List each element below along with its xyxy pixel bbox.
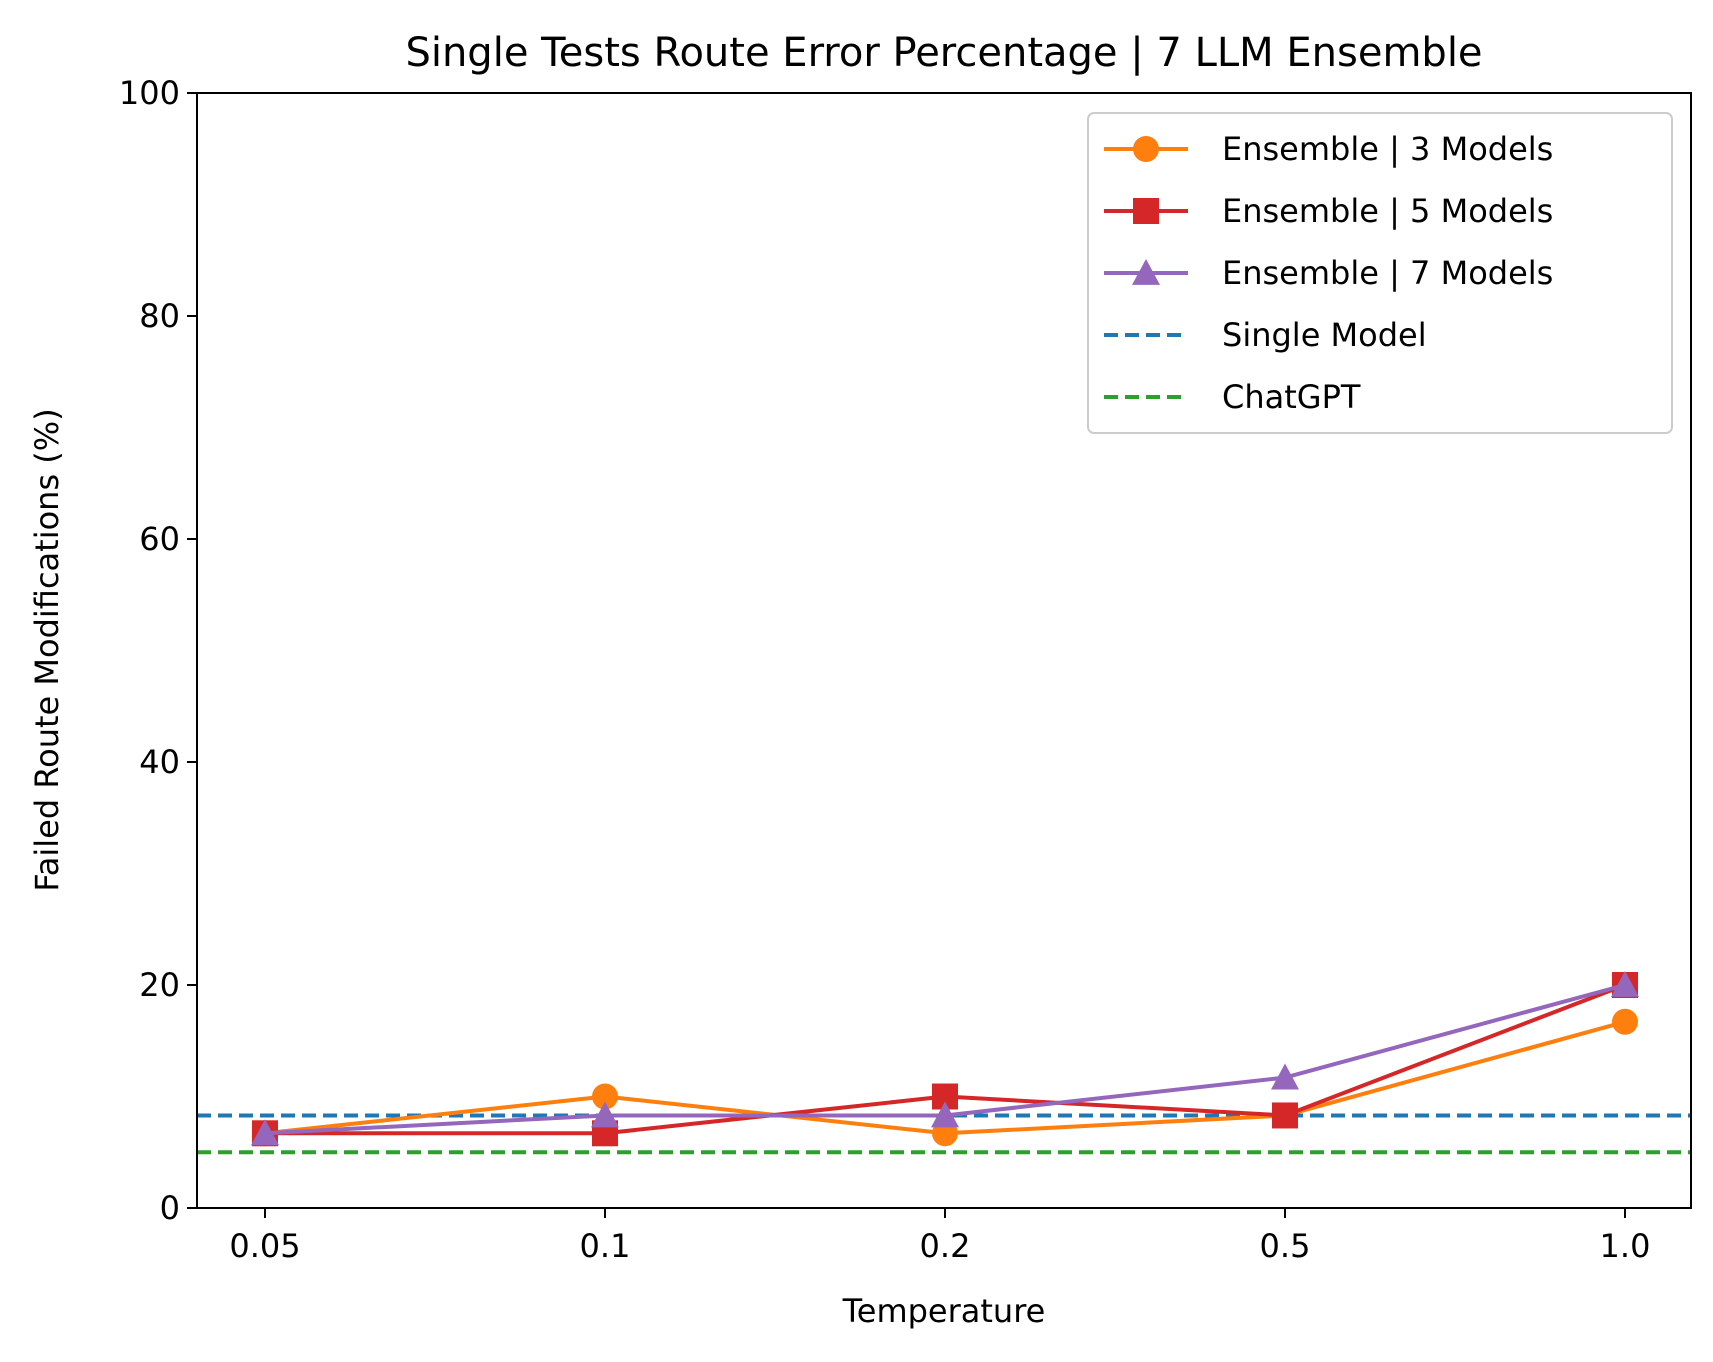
series-1-point-2 — [592, 1083, 618, 1110]
legend-swatch-marker — [1133, 136, 1159, 162]
chart-title: Single Tests Route Error Percentage | 7 … — [405, 30, 1482, 76]
x-tick-label: 0.5 — [1260, 1227, 1311, 1265]
legend-label: Ensemble | 5 Models — [1222, 192, 1553, 230]
y-tick-label: 20 — [139, 966, 180, 1004]
legend-label: Ensemble | 7 Models — [1222, 254, 1553, 292]
y-tick-label: 0 — [160, 1189, 180, 1227]
legend: Ensemble | 3 Models Ensemble | 5 Models En… — [1087, 112, 1673, 434]
series-layer — [251, 971, 1639, 1147]
legend-label: Single Model — [1222, 316, 1427, 354]
series-3-point-1 — [251, 1119, 279, 1146]
x-axis-ticks: 0.05 0.1 0.2 0.5 1.0 — [229, 1208, 1650, 1265]
x-tick-label: 0.2 — [920, 1227, 971, 1265]
y-axis-ticks: 0 20 40 60 80 100 — [119, 74, 197, 1227]
series-2-point-4 — [1272, 1102, 1298, 1129]
y-tick-label: 100 — [119, 74, 180, 112]
x-tick-label: 0.05 — [229, 1227, 300, 1265]
y-tick-label: 40 — [139, 743, 180, 781]
series-3-point-3 — [931, 1101, 959, 1128]
legend-label: ChatGPT — [1222, 378, 1361, 416]
legend-swatch-marker — [1133, 198, 1159, 224]
x-tick-label: 0.1 — [580, 1227, 631, 1265]
series-3-point-2 — [591, 1101, 619, 1128]
series-3-point-4 — [1271, 1063, 1299, 1090]
legend-label: Ensemble | 3 Models — [1222, 130, 1553, 168]
y-tick-label: 60 — [139, 520, 180, 558]
legend-swatch-marker — [1132, 259, 1160, 285]
y-axis-label: Failed Route Modifications (%) — [28, 408, 66, 891]
series-1-point-5 — [1612, 1008, 1638, 1035]
x-tick-label: 1.0 — [1600, 1227, 1651, 1265]
x-axis-label: Temperature — [842, 1292, 1046, 1330]
y-tick-label: 80 — [139, 297, 180, 335]
legend-box — [1087, 112, 1673, 434]
series-3-point-5 — [1611, 971, 1639, 997]
